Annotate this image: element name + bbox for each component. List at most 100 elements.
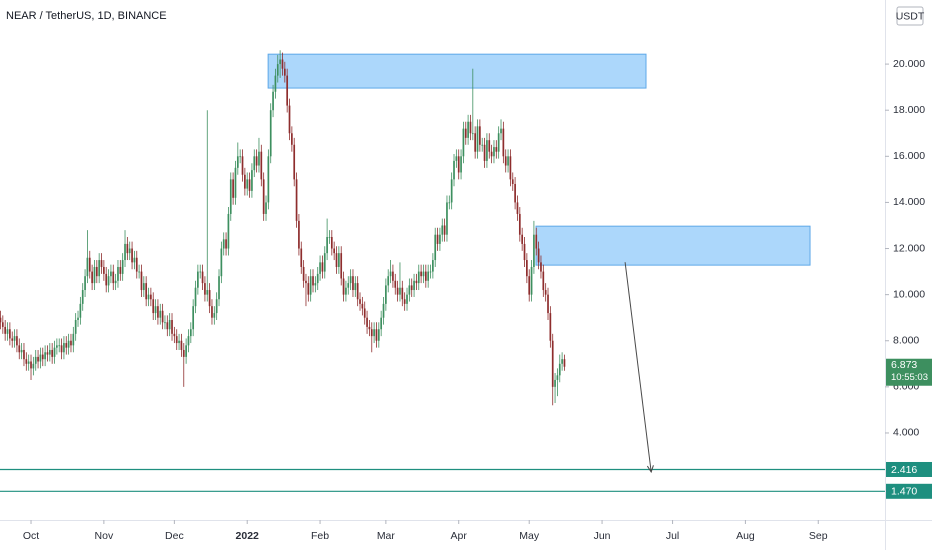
candle-body	[182, 349, 185, 357]
candle-body	[25, 359, 28, 364]
candle-body	[427, 271, 430, 281]
candle-body	[185, 345, 187, 357]
candle-body	[509, 156, 512, 180]
candle-body	[107, 276, 110, 286]
candle-body	[9, 329, 11, 339]
last-price-box	[886, 358, 932, 386]
x-tick-label: Aug	[736, 530, 755, 542]
candle-body	[283, 68, 286, 76]
candle-body	[432, 260, 434, 272]
candle-body	[530, 266, 533, 295]
candle-body	[23, 349, 25, 360]
candle-body	[349, 276, 352, 284]
level-label-box	[886, 483, 932, 499]
candle-body	[490, 151, 493, 157]
candle-body	[159, 310, 162, 318]
candle-body	[554, 379, 556, 387]
candle-body	[93, 266, 96, 284]
candle-body	[180, 340, 183, 350]
y-tick-label: 16.000	[893, 150, 925, 162]
candle-body	[222, 239, 225, 249]
candle-body	[523, 243, 526, 261]
candle-body	[100, 260, 103, 267]
candle-body	[265, 202, 267, 214]
candle-body	[551, 340, 554, 387]
candle-body	[533, 234, 535, 267]
candle-body	[81, 290, 84, 304]
candle-body	[95, 266, 98, 277]
candle-body	[236, 156, 239, 168]
candle-body	[375, 329, 378, 341]
candle-body	[91, 271, 93, 284]
candle-body	[32, 363, 35, 369]
candle-body	[316, 273, 319, 284]
x-tick-label: Oct	[23, 530, 39, 542]
candle-body	[434, 234, 437, 261]
candle-body	[131, 248, 133, 263]
candle-body	[84, 276, 86, 291]
level-label-box	[886, 461, 932, 477]
currency[interactable]: USDT	[896, 10, 925, 22]
candle-body	[126, 243, 129, 254]
candle-body	[220, 248, 223, 277]
candle-body	[13, 336, 16, 341]
candle-body	[152, 299, 155, 314]
candle-body	[60, 345, 63, 353]
candle-body	[197, 271, 199, 288]
candle-body	[352, 276, 354, 291]
candle-body	[556, 375, 559, 380]
x-tick-label: Feb	[311, 530, 329, 542]
candle-body	[443, 225, 446, 235]
candle-body	[11, 338, 14, 341]
candle-body	[16, 336, 18, 346]
candle-body	[20, 349, 23, 353]
candle-body	[321, 262, 324, 272]
candle-body	[363, 308, 366, 318]
candle-body	[359, 299, 361, 304]
candle-body	[37, 356, 39, 362]
candle-body	[51, 349, 54, 357]
candle-body	[563, 359, 566, 367]
candle-body	[394, 280, 397, 288]
candle-body	[6, 329, 9, 334]
candle-body	[479, 126, 481, 145]
candle-body	[218, 276, 220, 300]
candle-body	[338, 253, 340, 267]
candle-body	[347, 283, 350, 288]
candle-body	[309, 276, 312, 295]
candle-body	[422, 271, 425, 277]
candle-body	[483, 144, 486, 161]
candle-body	[387, 276, 390, 286]
candle-body	[335, 253, 338, 267]
candle-body	[194, 287, 197, 307]
candle-body	[462, 128, 465, 157]
candle-body	[450, 179, 453, 203]
candle-body	[366, 317, 368, 327]
candle-body	[56, 345, 58, 348]
candle-body	[41, 354, 44, 360]
candle-body	[424, 271, 427, 281]
level-label: 1.470	[891, 486, 917, 498]
candle-body	[361, 303, 364, 309]
candle-body	[467, 121, 469, 138]
candle-body	[53, 347, 56, 357]
candle-body	[206, 290, 209, 295]
candle-body	[547, 294, 549, 314]
candle-body	[389, 271, 392, 277]
candle-body	[354, 283, 357, 291]
candle-body	[124, 243, 126, 261]
candle-body	[302, 266, 305, 281]
candle-body	[98, 260, 101, 277]
currency-box[interactable]	[896, 6, 924, 26]
candle-body	[446, 202, 448, 235]
candle-body	[229, 179, 232, 214]
y-tick-label: 10.000	[893, 288, 925, 300]
arrow-head	[646, 465, 654, 474]
candle-body	[58, 345, 61, 347]
candle-body	[267, 156, 270, 203]
candle-body	[164, 322, 166, 324]
candle-body	[173, 333, 176, 337]
candle-body	[561, 359, 563, 364]
candle-body	[276, 64, 279, 76]
